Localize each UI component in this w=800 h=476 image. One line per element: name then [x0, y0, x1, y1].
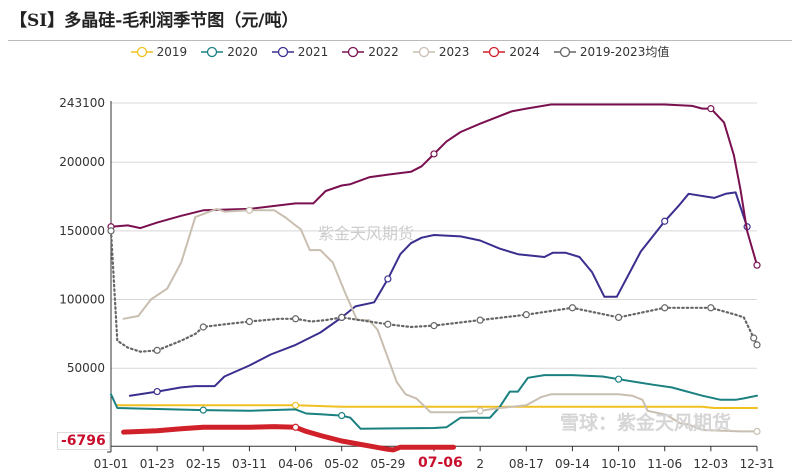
legend-line-circle-icon — [130, 46, 153, 57]
chart-title: 【SI】多晶硅-毛利润季节图（元/吨） — [10, 11, 299, 31]
series-marker-2019-2023均值 — [476, 316, 484, 324]
legend-item-2022[interactable]: 2022 — [342, 43, 399, 60]
legend-item-2023[interactable]: 2023 — [412, 43, 470, 60]
legend-label: 2022 — [368, 44, 399, 59]
x-tick-label: 12-03 — [693, 457, 728, 471]
watermark: 紫金天风期货 — [318, 224, 415, 243]
series-marker-2019-2023均值 — [707, 304, 715, 312]
y-tick-label: 50000 — [67, 361, 105, 375]
legend: 2019 2020 2021 2022 2023 2024 2019-2023均值 — [0, 43, 800, 60]
y-tick-label: 150000 — [59, 224, 105, 238]
series-marker-2021 — [661, 217, 669, 225]
legend-line-circle-icon — [201, 46, 224, 57]
x-tick-label: 02-15 — [186, 457, 221, 471]
x-tick-label: 10-10 — [601, 457, 636, 471]
series-marker-2019-2023均值 — [522, 311, 530, 319]
series-marker-2023 — [753, 427, 761, 435]
title-divider — [8, 40, 792, 41]
series-marker-2019-2023均值 — [614, 313, 623, 321]
x-tick-label: 09-14 — [555, 457, 590, 471]
y-tick-label: 100000 — [59, 293, 105, 307]
series-marker-2019-2023均值 — [338, 313, 346, 321]
x-tick-label: 11-06 — [647, 457, 682, 471]
series-marker-2019-2023均值 — [430, 322, 438, 330]
y-tick-label: 243100 — [59, 96, 105, 110]
series-marker-2024 — [291, 423, 300, 431]
series-marker-2023 — [245, 206, 254, 214]
x-tick-label: 05-29 — [370, 457, 405, 471]
legend-label: 2024 — [509, 44, 540, 59]
legend-item-2020[interactable]: 2020 — [201, 43, 258, 60]
x-tick-label: 04-06 — [278, 457, 313, 471]
legend-label: 2020 — [227, 44, 258, 59]
legend-item-2019[interactable]: 2019 — [130, 43, 188, 60]
legend-label: 2021 — [297, 44, 329, 59]
series-marker-2021 — [153, 387, 161, 396]
series-marker-2019-2023均值 — [291, 315, 300, 323]
series-marker-2019-2023均值 — [750, 334, 758, 342]
series-line-2019-2023均值 — [109, 229, 759, 353]
legend-label: 2023 — [438, 44, 470, 59]
y-tick-label: 200000 — [59, 155, 105, 169]
series-marker-2022 — [753, 261, 761, 269]
series-line-2023 — [122, 207, 758, 433]
series-marker-2019-2023均值 — [753, 341, 761, 349]
series-marker-2023 — [476, 407, 484, 415]
x-tick-label: 01-23 — [140, 457, 175, 471]
series-marker-2019-2023均值 — [107, 227, 115, 235]
crosshair-x-label: 07-06 — [416, 455, 465, 471]
legend-line-circle-icon — [412, 46, 435, 57]
legend-item-2019-2023均值[interactable]: 2019-2023均值 — [553, 43, 670, 60]
series-marker-2019 — [291, 401, 300, 409]
series-marker-2019-2023均值 — [568, 304, 577, 312]
legend-item-2024[interactable]: 2024 — [483, 43, 540, 60]
series-marker-2019-2023均值 — [153, 346, 161, 354]
crosshair-y-label: -6796 — [57, 432, 110, 450]
x-tick-label: 01-01 — [94, 457, 129, 471]
x-tick-label: 12-31 — [740, 457, 775, 471]
series-marker-2019-2023均值 — [199, 323, 207, 331]
legend-line-circle-icon — [483, 46, 506, 57]
x-tick-label: 2 — [476, 457, 484, 471]
series-marker-2020 — [199, 406, 207, 414]
legend-item-2021[interactable]: 2021 — [271, 43, 329, 60]
series-line-2022 — [110, 103, 758, 267]
series-line-2021 — [128, 191, 749, 397]
legend-label: 2019-2023均值 — [579, 45, 670, 59]
series-marker-2019-2023均值 — [661, 304, 669, 312]
x-tick-label: 03-11 — [232, 457, 267, 471]
legend-line-circle-icon — [553, 46, 576, 57]
series-marker-2019-2023均值 — [384, 320, 392, 328]
watermark-bottom: 雪球：紫金天风期货 — [560, 412, 732, 434]
series-marker-2020 — [338, 412, 346, 420]
x-tick-label: 08-17 — [509, 457, 544, 471]
series-marker-2021 — [384, 275, 392, 283]
series-line-2020 — [110, 374, 758, 430]
series-line-2024 — [121, 424, 456, 453]
legend-line-circle-icon — [271, 46, 294, 57]
x-tick-label: 05-02 — [324, 457, 359, 471]
series-marker-2022 — [707, 105, 715, 113]
series-marker-2020 — [614, 375, 623, 383]
legend-label: 2019 — [156, 44, 188, 59]
series-marker-2022 — [430, 150, 438, 158]
legend-line-circle-icon — [342, 46, 365, 57]
series-marker-2019-2023均值 — [245, 317, 254, 326]
